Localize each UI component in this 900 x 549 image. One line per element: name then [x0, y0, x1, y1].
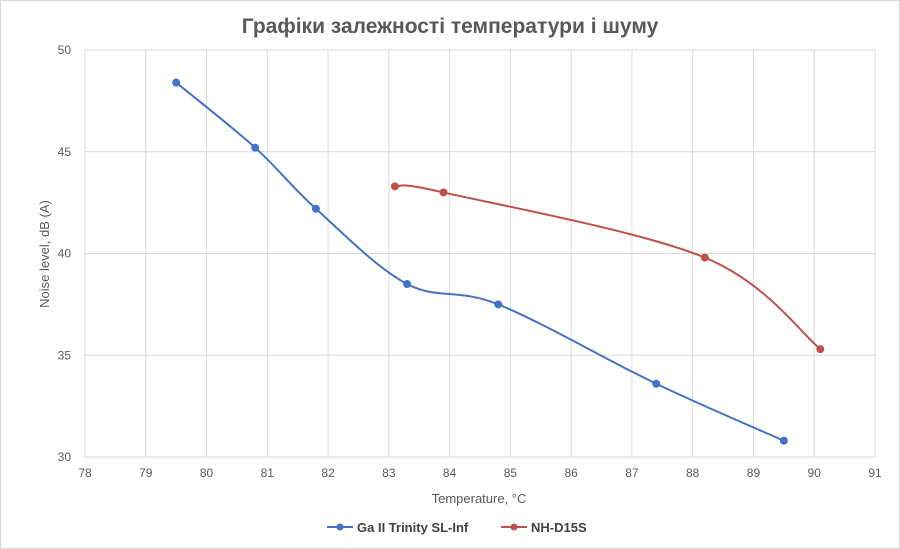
x-tick-label: 81	[261, 466, 275, 480]
x-tick-label: 88	[686, 466, 700, 480]
y-tick-label: 50	[58, 43, 72, 57]
data-point	[439, 188, 448, 197]
data-point	[311, 204, 320, 213]
series-group	[172, 78, 825, 445]
data-point	[779, 436, 788, 445]
data-point	[251, 143, 260, 152]
y-axis-ticks: 30 35 40 45 50	[58, 43, 72, 464]
legend-label-1: Ga II Trinity SL-Inf	[357, 520, 469, 535]
y-axis-label: Noise level, dB (A)	[37, 200, 52, 308]
x-tick-label: 86	[564, 466, 578, 480]
x-tick-label: 78	[78, 466, 92, 480]
data-point	[390, 182, 399, 191]
data-point	[652, 379, 661, 388]
y-tick-label: 30	[58, 450, 72, 464]
x-tick-label: 89	[747, 466, 761, 480]
y-tick-label: 45	[58, 145, 72, 159]
y-tick-label: 40	[58, 247, 72, 261]
legend-label-2: NH-D15S	[531, 520, 587, 535]
x-tick-label: 84	[443, 466, 457, 480]
data-point	[700, 253, 709, 262]
data-point	[403, 280, 412, 289]
x-tick-label: 91	[868, 466, 882, 480]
data-point	[172, 78, 181, 87]
chart-title: Графіки залежності температури і шуму	[242, 15, 659, 38]
x-tick-label: 90	[808, 466, 822, 480]
data-point	[816, 345, 825, 354]
x-axis-label: Temperature, °C	[432, 491, 527, 506]
x-tick-label: 80	[200, 466, 214, 480]
grid-lines	[84, 49, 876, 458]
legend-marker-1	[336, 523, 344, 531]
data-point	[494, 300, 503, 309]
y-tick-label: 35	[58, 348, 72, 362]
x-tick-label: 87	[625, 466, 639, 480]
x-tick-label: 85	[504, 466, 518, 480]
series-line-2	[393, 184, 822, 351]
x-tick-label: 82	[321, 466, 335, 480]
x-tick-label: 79	[139, 466, 153, 480]
x-tick-label: 83	[382, 466, 396, 480]
legend: Ga II Trinity SL-Inf NH-D15S	[327, 520, 587, 535]
legend-marker-2	[510, 523, 518, 531]
x-axis-ticks: 78 79 80 81 82 83 84 85 86 87 88 89 90 91	[78, 466, 882, 480]
